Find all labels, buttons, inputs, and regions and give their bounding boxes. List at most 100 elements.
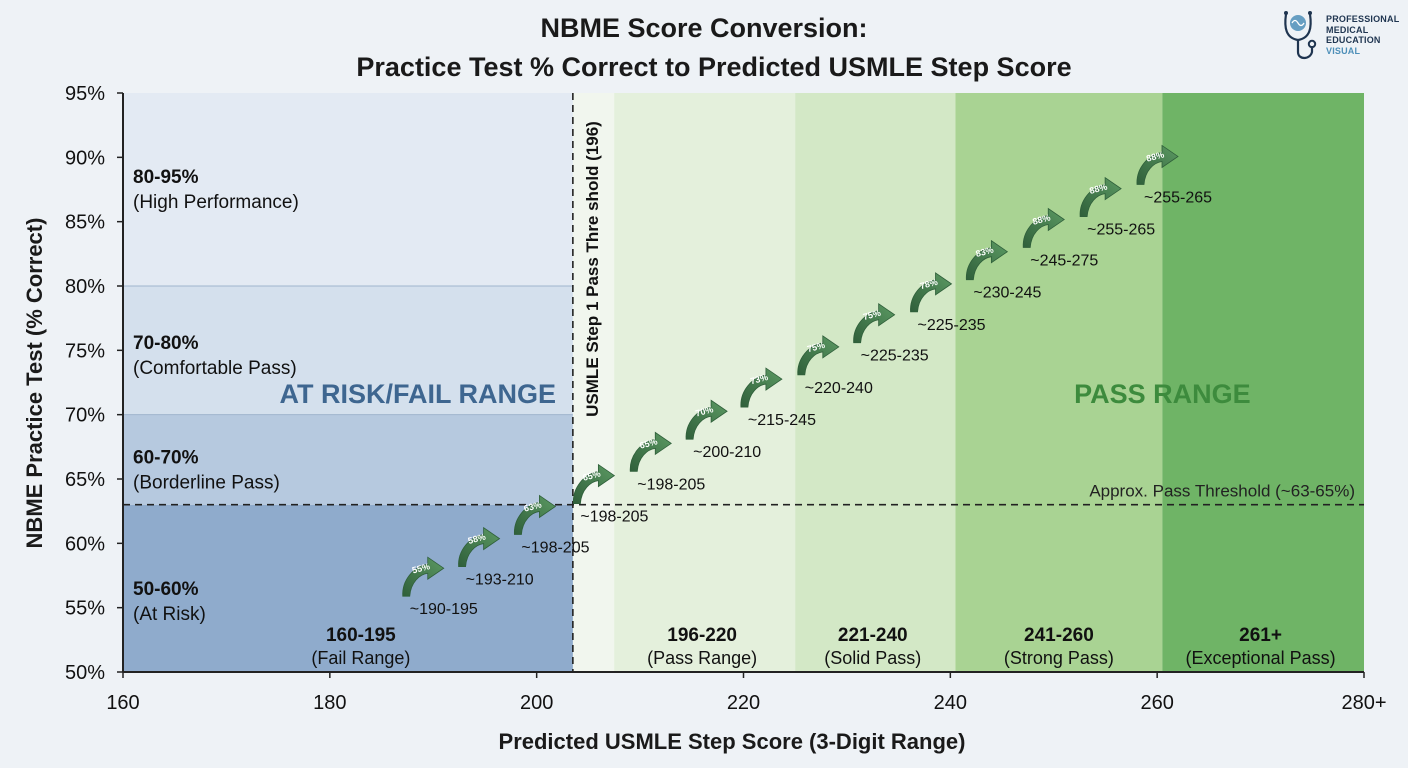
score-band-sub: (Exceptional Pass) xyxy=(1186,648,1336,668)
data-point: 70% xyxy=(685,399,728,440)
data-arrow xyxy=(1136,144,1179,185)
axes: 50% 55% 60% 65% 70% 75% 80% 85% 90% 95% 160 180 200 2… xyxy=(65,83,1387,714)
x-tick-label: 280+ xyxy=(1341,692,1386,714)
score-band-sub: (Fail Range) xyxy=(311,648,410,668)
data-point: 78% xyxy=(910,272,953,313)
y-tick-label: 95% xyxy=(65,83,105,105)
data-point: 55% xyxy=(402,556,445,597)
data-points: 55% ~190-195 58% ~193-210 63% ~198-205 65% ~198… xyxy=(402,144,1212,618)
background-bands xyxy=(123,93,1364,672)
step-threshold-label: USMLE Step 1 Pass Thre shold (196) xyxy=(583,121,602,417)
score-band-sub: (Strong Pass) xyxy=(1004,648,1114,668)
brand-line-4: VISUAL xyxy=(1326,45,1361,56)
chart-text: NBME Score Conversion: Practice Test % C… xyxy=(22,13,1072,754)
y-tick-label: 65% xyxy=(65,469,105,491)
stethoscope-brain-icon xyxy=(1284,11,1317,60)
data-arrow xyxy=(740,367,783,408)
performance-band-2 xyxy=(123,286,573,415)
data-point-pct-label: 83% xyxy=(975,245,995,259)
score-band-label: 196-220 xyxy=(667,625,737,646)
data-arrow xyxy=(965,239,1009,281)
data-point-range-label: ~193-210 xyxy=(466,572,534,589)
data-point: 73% xyxy=(740,367,783,408)
data-point-range-label: ~215-245 xyxy=(748,412,816,429)
data-point: 63% xyxy=(514,494,557,535)
data-point-pct-label: 63% xyxy=(523,499,543,513)
y-axis-label: NBME Practice Test (% Correct) xyxy=(22,218,47,549)
y-tick-label: 60% xyxy=(65,533,105,555)
threshold-lines: Approx. Pass Threshold (~63-65%) USMLE St… xyxy=(123,93,1364,672)
y-tick-label: 55% xyxy=(65,598,105,620)
data-point-pct-label: 75% xyxy=(862,308,882,322)
chart-title-line-2: Practice Test % Correct to Predicted USM… xyxy=(356,52,1071,82)
data-point-range-label: ~198-205 xyxy=(637,476,705,493)
x-tick-label: 220 xyxy=(727,692,760,714)
data-arrow xyxy=(458,526,501,568)
data-point: 75% xyxy=(853,302,896,344)
data-point-range-label: ~245-275 xyxy=(1030,253,1098,270)
x-tick-label: 260 xyxy=(1140,692,1173,714)
data-arrow xyxy=(1079,176,1122,218)
x-tick-label: 160 xyxy=(106,692,139,714)
data-point-range-label: ~230-245 xyxy=(973,285,1041,302)
band-labels: 50-60% (At Risk) 60-70% (Borderline Pass) 70… xyxy=(133,167,1336,668)
score-band-label: 160-195 xyxy=(326,625,396,646)
performance-band-0 xyxy=(123,504,573,672)
score-band-sub: (Pass Range) xyxy=(647,648,757,668)
performance-band-desc: (Borderline Pass) xyxy=(133,473,280,494)
data-point: 65% xyxy=(629,431,672,472)
data-point: 75% xyxy=(797,335,840,376)
data-point-range-label: ~190-195 xyxy=(410,601,478,618)
data-point-range-label: ~255-265 xyxy=(1087,222,1155,239)
score-band-2 xyxy=(795,93,956,672)
performance-band-desc: (High Performance) xyxy=(133,192,299,213)
performance-band-3 xyxy=(123,93,573,286)
data-point: 83% xyxy=(965,239,1009,281)
data-point-pct-label: 75% xyxy=(806,340,826,354)
data-point-pct-label: 55% xyxy=(411,561,431,575)
data-arrow xyxy=(910,272,953,313)
data-point-pct-label: 73% xyxy=(749,372,769,386)
score-band-4 xyxy=(1162,93,1364,672)
performance-band-desc: (Comfortable Pass) xyxy=(133,358,297,379)
data-point-pct-label: 70% xyxy=(694,404,714,418)
score-band-label: 261+ xyxy=(1239,625,1282,646)
brand-line-2: MEDICAL xyxy=(1326,24,1369,35)
data-point-pct-label: 88% xyxy=(1088,182,1108,196)
data-arrow xyxy=(1022,207,1065,248)
data-point-pct-label: 78% xyxy=(919,277,939,291)
data-arrow xyxy=(685,399,728,440)
data-point: 88% xyxy=(1136,144,1179,185)
data-arrow xyxy=(853,302,896,344)
y-tick-label: 70% xyxy=(65,405,105,427)
score-band-sub: (Solid Pass) xyxy=(824,648,921,668)
data-arrow xyxy=(572,463,616,504)
pass-threshold-label: Approx. Pass Threshold (~63-65%) xyxy=(1089,482,1355,501)
data-arrow xyxy=(797,335,840,376)
performance-band-label: 60-70% xyxy=(133,448,199,469)
x-tick-label: 200 xyxy=(520,692,553,714)
data-point-pct-label: 65% xyxy=(638,436,658,450)
data-point-range-label: ~198-205 xyxy=(521,539,589,556)
data-arrow xyxy=(514,494,557,535)
data-point: 65% xyxy=(572,463,616,504)
performance-band-desc: (At Risk) xyxy=(133,604,206,625)
brand-text: PROFESSIONAL MEDICAL EDUCATION VISUAL xyxy=(1326,14,1399,56)
data-arrow xyxy=(629,431,672,472)
brand-line-3: EDUCATION xyxy=(1326,35,1381,45)
performance-band-label: 80-95% xyxy=(133,167,199,188)
chart-title-line-1: NBME Score Conversion: xyxy=(540,13,867,43)
data-point-range-label: ~255-265 xyxy=(1144,189,1212,206)
score-band-label: 241-260 xyxy=(1024,625,1094,646)
y-tick-label: 85% xyxy=(65,212,105,234)
performance-band-label: 70-80% xyxy=(133,333,199,354)
data-point: 88% xyxy=(1022,207,1065,248)
y-tick-label: 80% xyxy=(65,276,105,298)
data-point-pct-label: 65% xyxy=(582,469,602,483)
data-point: 58% xyxy=(458,526,501,568)
brand-line-1: PROFESSIONAL xyxy=(1326,14,1400,24)
data-point-pct-label: 58% xyxy=(467,532,487,546)
y-tick-label: 50% xyxy=(65,662,105,684)
data-point-range-label: ~225-235 xyxy=(918,317,986,334)
